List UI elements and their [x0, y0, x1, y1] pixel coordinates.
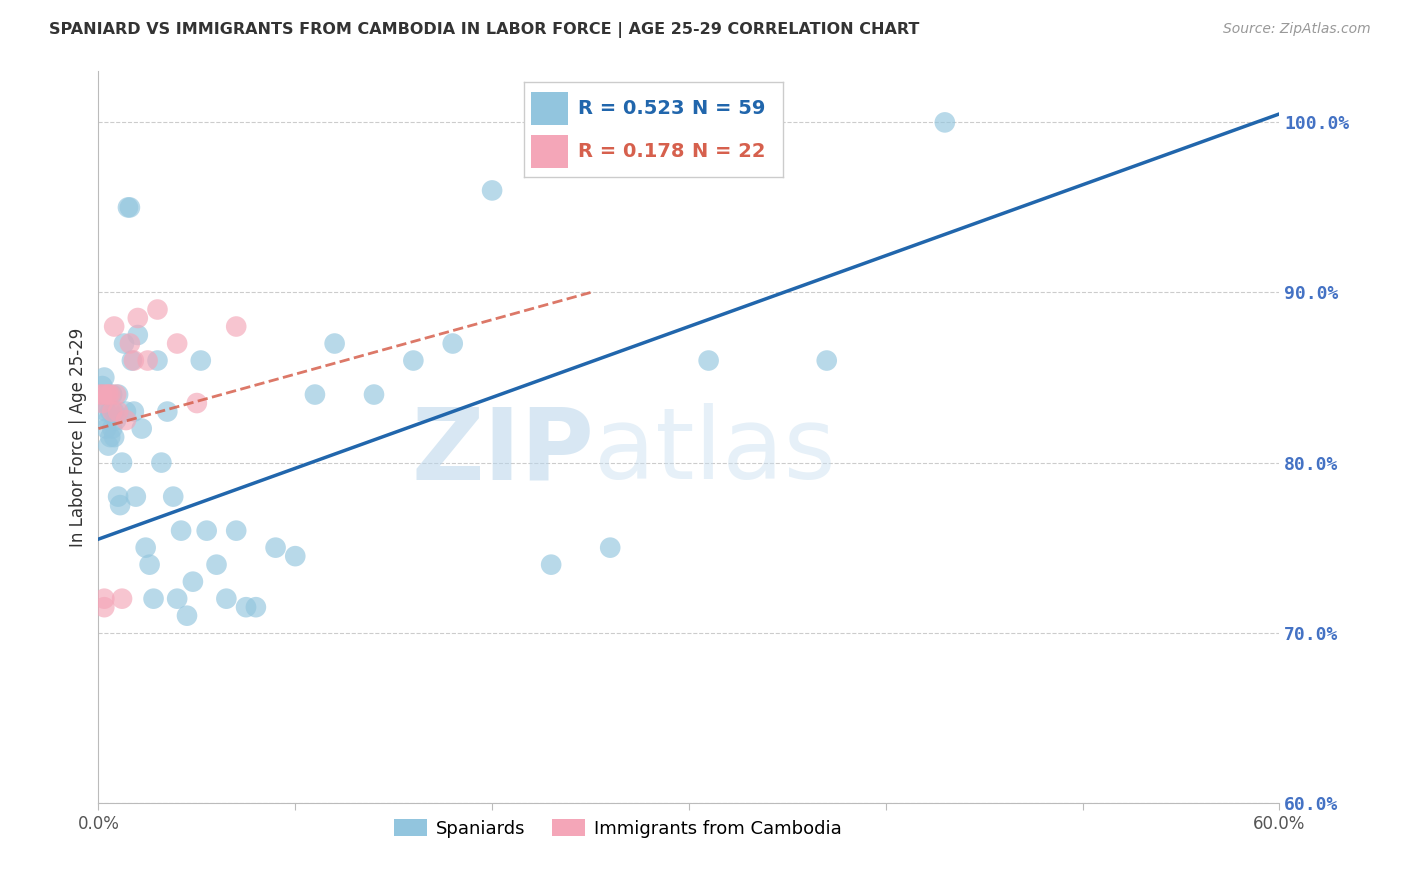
Point	[540, 558, 562, 572]
Point	[146, 302, 169, 317]
Point	[481, 183, 503, 197]
Y-axis label: In Labor Force | Age 25-29: In Labor Force | Age 25-29	[69, 327, 87, 547]
Point	[97, 387, 120, 401]
Point	[115, 404, 138, 418]
Point	[107, 490, 129, 504]
Point	[91, 387, 114, 401]
Point	[101, 421, 124, 435]
Point	[91, 396, 114, 410]
Point	[93, 370, 115, 384]
Point	[107, 404, 129, 418]
Point	[215, 591, 238, 606]
Point	[363, 387, 385, 401]
Point	[176, 608, 198, 623]
Point	[235, 600, 257, 615]
Point	[150, 456, 173, 470]
Text: ZIP: ZIP	[412, 403, 595, 500]
Point	[118, 201, 141, 215]
Point	[101, 404, 124, 418]
Point	[101, 387, 124, 401]
Point	[115, 413, 138, 427]
Point	[98, 387, 121, 401]
Point	[186, 396, 208, 410]
Point	[131, 421, 153, 435]
Point	[170, 524, 193, 538]
Point	[190, 353, 212, 368]
Point	[121, 353, 143, 368]
Point	[205, 558, 228, 572]
Point	[135, 541, 157, 555]
Point	[166, 336, 188, 351]
Point	[245, 600, 267, 615]
Point	[136, 353, 159, 368]
Point	[111, 591, 134, 606]
Point	[97, 413, 120, 427]
Point	[166, 591, 188, 606]
Point	[108, 498, 131, 512]
Point	[93, 600, 115, 615]
Point	[934, 115, 956, 129]
Point	[599, 541, 621, 555]
Point	[181, 574, 204, 589]
Point	[142, 591, 165, 606]
Point	[117, 201, 139, 215]
Point	[162, 490, 184, 504]
Point	[89, 387, 111, 401]
Point	[697, 353, 720, 368]
Point	[98, 430, 121, 444]
Point	[264, 541, 287, 555]
Point	[815, 353, 838, 368]
Point	[304, 387, 326, 401]
Point	[122, 353, 145, 368]
Point	[93, 396, 115, 410]
Point	[89, 387, 111, 401]
Point	[97, 439, 120, 453]
Point	[156, 404, 179, 418]
Point	[107, 387, 129, 401]
Point	[105, 413, 128, 427]
Point	[96, 387, 118, 401]
Point	[402, 353, 425, 368]
Point	[103, 319, 125, 334]
Point	[103, 430, 125, 444]
Point	[103, 404, 125, 418]
Point	[112, 336, 135, 351]
Point	[98, 404, 121, 418]
Legend: Spaniards, Immigrants from Cambodia: Spaniards, Immigrants from Cambodia	[387, 813, 849, 845]
Text: Source: ZipAtlas.com: Source: ZipAtlas.com	[1223, 22, 1371, 37]
Point	[105, 387, 128, 401]
Point	[146, 353, 169, 368]
Point	[125, 490, 148, 504]
Point	[127, 328, 149, 343]
Point	[138, 558, 160, 572]
Point	[195, 524, 218, 538]
Point	[284, 549, 307, 563]
Point	[111, 456, 134, 470]
Point	[93, 591, 115, 606]
Text: atlas: atlas	[595, 403, 837, 500]
Point	[118, 336, 141, 351]
Point	[127, 311, 149, 326]
Point	[96, 404, 118, 418]
Point	[96, 421, 118, 435]
Point	[91, 379, 114, 393]
Text: SPANIARD VS IMMIGRANTS FROM CAMBODIA IN LABOR FORCE | AGE 25-29 CORRELATION CHAR: SPANIARD VS IMMIGRANTS FROM CAMBODIA IN …	[49, 22, 920, 38]
Point	[225, 319, 247, 334]
Point	[441, 336, 464, 351]
Point	[323, 336, 346, 351]
Point	[122, 404, 145, 418]
Point	[225, 524, 247, 538]
